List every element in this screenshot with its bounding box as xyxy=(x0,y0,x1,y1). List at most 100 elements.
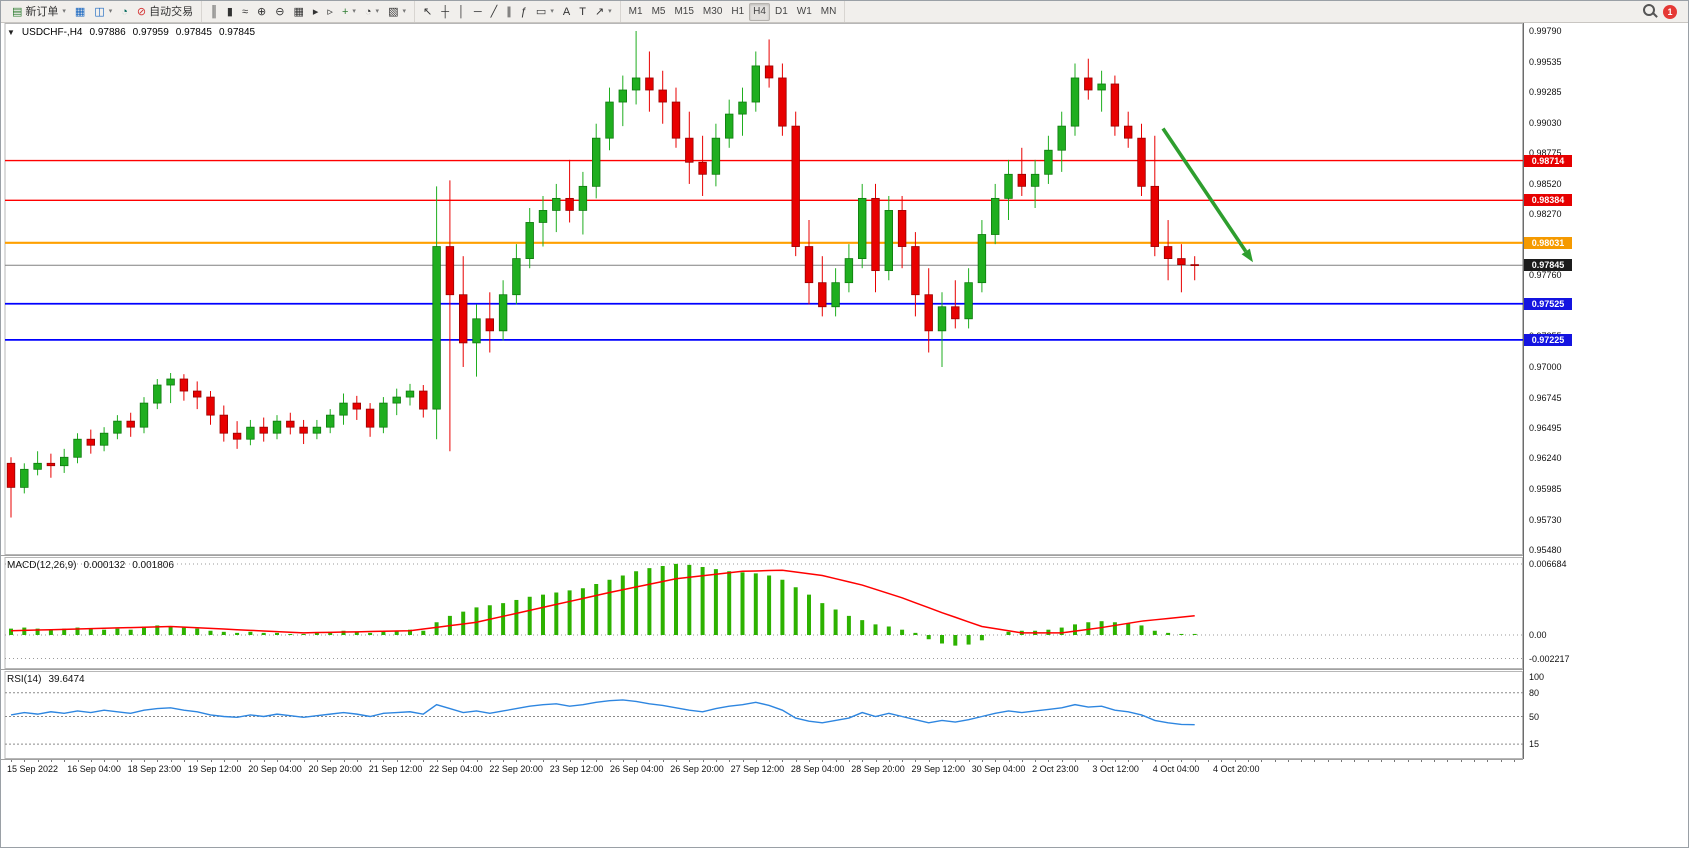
label-icon: T xyxy=(579,5,586,18)
candle xyxy=(937,306,947,332)
periods-button[interactable]: ◔ ▾ xyxy=(361,3,383,21)
tf-m15[interactable]: M15 xyxy=(670,3,697,21)
chart-shift-button[interactable]: ▹ xyxy=(323,3,337,21)
candle xyxy=(1084,77,1093,91)
chevron-down-icon: ▾ xyxy=(375,7,380,15)
tf-m1[interactable]: M1 xyxy=(625,3,647,21)
trendline-button[interactable]: ╱ xyxy=(487,3,502,21)
candle xyxy=(1137,137,1146,187)
notification-badge[interactable]: 1 xyxy=(1663,4,1677,19)
rsi-panel-canvas[interactable] xyxy=(1,671,1523,759)
tile-windows-button[interactable]: ▦ xyxy=(289,3,307,21)
time-tick-mark xyxy=(1234,759,1236,762)
search-button[interactable] xyxy=(1643,3,1655,21)
rsi-frame xyxy=(4,671,1523,759)
macd-panel-canvas[interactable] xyxy=(1,557,1523,669)
time-tick-mark xyxy=(117,759,119,762)
candle xyxy=(20,468,29,488)
macd-panel-splitter[interactable] xyxy=(1,555,1523,556)
macd-main-value: 0.000132 xyxy=(83,560,126,571)
candle xyxy=(565,197,574,211)
shapes-button[interactable]: ▭ ▾ xyxy=(532,3,558,21)
trend-arrow-line[interactable] xyxy=(1161,127,1248,253)
time-tick-mark xyxy=(410,759,411,762)
macd-indicator-label: MACD(12,26,9) 0.000132 0.001806 xyxy=(7,560,174,571)
time-tick-mark xyxy=(37,759,39,762)
charts-button[interactable]: ▦ xyxy=(71,3,89,21)
time-tick-mark xyxy=(1487,759,1489,762)
autotrading-button[interactable]: ⊘ 自动交易 xyxy=(133,3,197,21)
time-tick-mark xyxy=(1141,759,1143,762)
templates-button[interactable]: ▧ ▾ xyxy=(384,3,410,21)
tf-m5[interactable]: M5 xyxy=(648,3,670,21)
chart-symbol-label: USDCHF-,H4 xyxy=(21,27,83,38)
time-tick-mark xyxy=(476,759,478,762)
time-tick-mark xyxy=(875,759,877,762)
tf-h4[interactable]: H4 xyxy=(749,2,770,21)
vertical-line-icon: │ xyxy=(458,5,465,18)
candle xyxy=(512,258,521,296)
label-button[interactable]: T xyxy=(575,3,590,21)
tile-windows-icon: ▦ xyxy=(293,5,304,18)
time-axis-label: 20 Sep 20:00 xyxy=(308,764,363,774)
time-axis-border xyxy=(1,759,1523,760)
tf-mn-label: MN xyxy=(820,5,837,17)
horizontal-line-button[interactable]: ─ xyxy=(470,3,486,21)
crosshair-button[interactable]: ┼ xyxy=(437,3,453,21)
line-chart-icon: ≈ xyxy=(241,5,249,18)
time-axis-label: 23 Sep 12:00 xyxy=(549,764,604,774)
line-chart-button[interactable]: ≈ xyxy=(238,3,252,21)
candle xyxy=(764,65,774,79)
zoom-in-icon: ⊕ xyxy=(257,5,267,18)
tf-m30[interactable]: M30 xyxy=(699,3,726,21)
channel-button[interactable]: ∥ xyxy=(502,3,516,21)
time-tick-mark xyxy=(1088,759,1090,762)
new-order-button[interactable]: ▤ 新订单 ▾ xyxy=(8,3,70,21)
zoom-in-button[interactable]: ⊕ xyxy=(253,3,270,21)
tf-mn[interactable]: MN xyxy=(817,3,841,21)
tf-h4-label: H4 xyxy=(753,5,766,17)
candlestick-chart-button[interactable]: ▮ xyxy=(223,3,237,21)
terminal-button[interactable]: ◔ xyxy=(117,3,132,21)
auto-scroll-icon: ▸ xyxy=(312,5,319,18)
candle xyxy=(445,246,455,296)
vertical-line-button[interactable]: │ xyxy=(454,3,469,21)
profiles-button[interactable]: ◫ ▾ xyxy=(90,3,116,21)
time-tick-mark xyxy=(1420,759,1422,762)
candle xyxy=(711,137,721,175)
bar-chart-button[interactable]: ║ xyxy=(206,3,222,21)
chart-context-arrow[interactable]: ▼ xyxy=(7,28,15,37)
arrows-icon: ↗ xyxy=(594,5,605,18)
tf-w1[interactable]: W1 xyxy=(793,3,816,21)
zoom-out-button[interactable]: ⊖ xyxy=(271,3,288,21)
candle xyxy=(871,197,880,272)
candle xyxy=(113,420,122,434)
cursor-button[interactable]: ↖ xyxy=(419,3,436,21)
chevron-down-icon: ▾ xyxy=(108,7,113,15)
main-chart-canvas[interactable] xyxy=(1,23,1523,555)
arrows-button[interactable]: ↗ ▾ xyxy=(591,3,616,21)
time-tick-mark xyxy=(822,759,824,762)
time-tick-mark xyxy=(1247,759,1249,762)
rsi-panel-splitter[interactable] xyxy=(1,669,1523,670)
new-order-icon: ▤ xyxy=(12,5,23,18)
candle xyxy=(818,282,827,308)
candle xyxy=(658,89,667,103)
tf-d1[interactable]: D1 xyxy=(771,3,792,21)
text-button[interactable]: A xyxy=(559,3,574,21)
price-tick: 0.99790 xyxy=(1529,26,1562,36)
time-axis-label: 16 Sep 04:00 xyxy=(67,764,121,774)
time-axis-label: 21 Sep 12:00 xyxy=(368,764,423,774)
candle xyxy=(498,294,508,332)
candle xyxy=(192,390,202,398)
tf-h1[interactable]: H1 xyxy=(727,3,748,21)
macd-signal-value: 0.001806 xyxy=(132,560,174,571)
candle xyxy=(791,125,800,247)
indicators-button[interactable]: + ▾ xyxy=(338,3,360,21)
fibonacci-button[interactable]: ƒ xyxy=(517,3,531,21)
candle xyxy=(339,402,348,416)
timeframes-group: M1 M5 M15 M30 H1 H4 D1 W1 MN xyxy=(621,1,846,22)
time-tick-mark xyxy=(582,759,584,762)
rsi-name: RSI(14) xyxy=(7,674,42,685)
auto-scroll-button[interactable]: ▸ xyxy=(309,3,323,21)
